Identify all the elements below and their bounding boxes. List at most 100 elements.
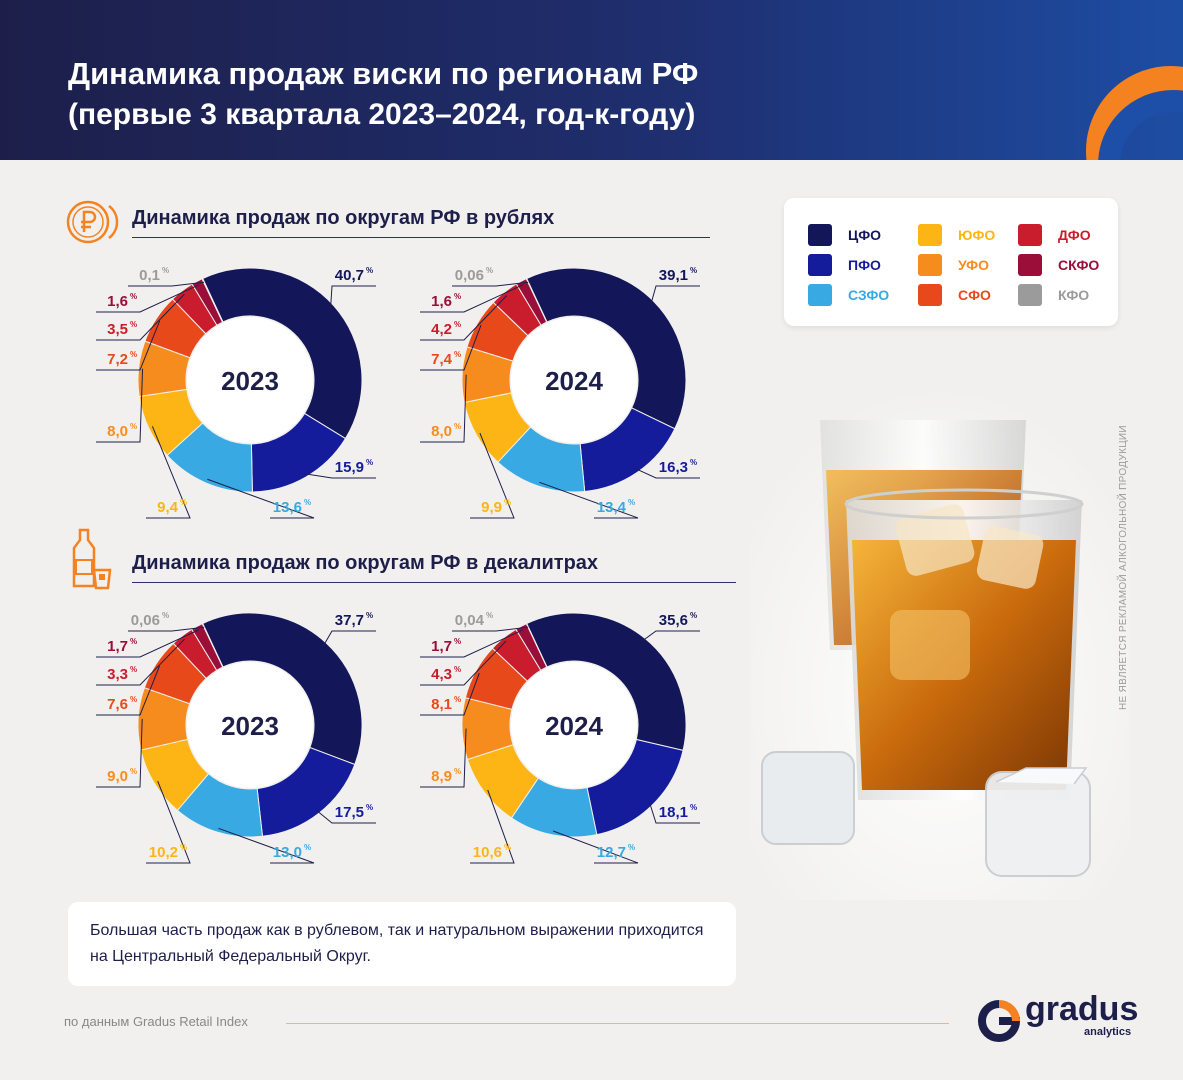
data-label-3-5: 9,0 bbox=[107, 768, 128, 785]
data-label-3-1: 37,7 bbox=[335, 612, 364, 629]
whisky-glass-illustration bbox=[750, 380, 1130, 900]
data-label-unit-3-3: % bbox=[304, 843, 311, 852]
data-label-unit-4-4: % bbox=[504, 843, 511, 852]
data-label-unit-2-2: % bbox=[690, 458, 697, 467]
data-label-unit-3-9: % bbox=[162, 611, 169, 620]
summary-note-text: Большая часть продаж как в рублевом, так… bbox=[90, 922, 704, 965]
data-label-2-8: 1,6 bbox=[431, 293, 452, 310]
legend-swatch bbox=[808, 284, 832, 306]
donut-hole-4 bbox=[511, 662, 637, 788]
data-label-4-3: 12,7 bbox=[597, 844, 626, 861]
data-label-unit-2-4: % bbox=[504, 498, 511, 507]
leader-line-3-4 bbox=[146, 780, 191, 864]
leader-line-1-7 bbox=[96, 293, 185, 341]
legend-item-cfo: ЦФО bbox=[808, 224, 881, 246]
donut-hole-3 bbox=[187, 662, 313, 788]
gradus-logo-subtext: analytics bbox=[1084, 1026, 1132, 1038]
legend-swatch bbox=[918, 284, 942, 306]
donut-slice-4-9 bbox=[525, 622, 548, 668]
data-label-unit-2-6: % bbox=[454, 350, 461, 359]
data-label-unit-4-2: % bbox=[690, 803, 697, 812]
leader-line-2-8 bbox=[420, 284, 524, 313]
data-label-unit-4-1: % bbox=[690, 611, 697, 620]
donut-center-label-3: 2023 bbox=[221, 711, 279, 741]
data-label-unit-1-4: % bbox=[180, 498, 187, 507]
data-label-4-4: 10,6 bbox=[473, 844, 502, 861]
data-label-2-9: 0,06 bbox=[455, 267, 484, 284]
data-label-3-3: 13,0 bbox=[273, 844, 302, 861]
legend: ЦФО ПФО СЗФО ЮФО УФО СФО ДФО СКФО КФО bbox=[784, 198, 1118, 326]
data-label-4-8: 1,7 bbox=[431, 638, 452, 655]
data-label-unit-2-9: % bbox=[486, 266, 493, 275]
leader-line-3-6 bbox=[96, 665, 161, 716]
data-label-4-9: 0,04 bbox=[455, 612, 485, 629]
data-label-unit-2-5: % bbox=[454, 422, 461, 431]
data-label-unit-1-5: % bbox=[130, 422, 137, 431]
legend-item-skfo: СКФО bbox=[1018, 254, 1099, 276]
legend-item-ufo: УФО bbox=[918, 254, 989, 276]
leader-line-2-1 bbox=[650, 285, 700, 305]
ruble-coin-icon bbox=[66, 200, 119, 244]
data-label-unit-4-6: % bbox=[454, 695, 461, 704]
donut-slice-1-9 bbox=[201, 277, 224, 323]
leader-line-3-1 bbox=[322, 630, 376, 647]
donut-hole-1 bbox=[187, 317, 313, 443]
data-label-unit-4-8: % bbox=[454, 637, 461, 646]
leader-line-1-5 bbox=[96, 368, 144, 443]
leader-line-3-9 bbox=[128, 626, 205, 632]
legend-label: ЮФО bbox=[958, 227, 996, 243]
footer-divider bbox=[286, 1023, 949, 1024]
legend-swatch bbox=[1018, 224, 1042, 246]
donut-center-label-1: 2023 bbox=[221, 366, 279, 396]
bottle-glass-icon bbox=[72, 528, 112, 590]
donut-center-label-2: 2024 bbox=[545, 366, 603, 396]
gradus-logo-icon bbox=[978, 1000, 1020, 1042]
data-label-3-7: 3,3 bbox=[107, 666, 128, 683]
data-label-unit-4-3: % bbox=[628, 843, 635, 852]
legend-label: СЗФО bbox=[848, 287, 890, 303]
leader-line-1-3 bbox=[207, 478, 315, 519]
data-label-unit-2-7: % bbox=[454, 320, 461, 329]
legend-item-pfo: ПФО bbox=[808, 254, 881, 276]
data-label-3-8: 1,7 bbox=[107, 638, 128, 655]
data-label-2-5: 8,0 bbox=[431, 423, 452, 440]
legend-label: ДФО bbox=[1058, 227, 1091, 243]
leader-line-1-1 bbox=[330, 285, 376, 309]
data-label-unit-2-3: % bbox=[628, 498, 635, 507]
legend-swatch bbox=[1018, 254, 1042, 276]
donut-slice-3-1 bbox=[202, 612, 363, 766]
legend-swatch bbox=[918, 224, 942, 246]
legend-item-szfo: СЗФО bbox=[808, 284, 889, 306]
leader-line-3-3 bbox=[218, 827, 315, 864]
data-label-unit-1-8: % bbox=[130, 292, 137, 301]
data-label-unit-2-1: % bbox=[690, 266, 697, 275]
section-divider-dal bbox=[132, 582, 736, 583]
data-label-1-5: 8,0 bbox=[107, 423, 128, 440]
data-label-unit-1-7: % bbox=[130, 320, 137, 329]
data-label-4-2: 18,1 bbox=[659, 804, 688, 821]
leader-line-1-9 bbox=[128, 281, 205, 287]
donut-slice-3-9 bbox=[201, 622, 224, 668]
data-label-2-3: 13,4 bbox=[597, 499, 627, 516]
leader-line-4-5 bbox=[420, 728, 467, 788]
legend-swatch bbox=[808, 224, 832, 246]
source-text: по данным Gradus Retail Index bbox=[64, 1014, 248, 1029]
leader-line-2-6 bbox=[420, 324, 482, 371]
legend-item-sfo: СФО bbox=[918, 284, 991, 306]
leader-line-1-2 bbox=[303, 473, 376, 479]
leader-line-2-4 bbox=[470, 432, 515, 519]
header-banner: Динамика продаж виски по регионам РФ (пе… bbox=[0, 0, 1183, 160]
leader-line-4-6 bbox=[420, 672, 480, 716]
leader-line-2-9 bbox=[452, 281, 529, 287]
leader-line-4-7 bbox=[420, 640, 507, 686]
leader-line-3-7 bbox=[96, 638, 185, 686]
data-label-unit-3-8: % bbox=[130, 637, 137, 646]
data-label-2-2: 16,3 bbox=[659, 459, 688, 476]
page-subtitle: (первые 3 квартала 2023–2024, год-к-году… bbox=[68, 98, 696, 131]
data-label-2-4: 9,9 bbox=[481, 499, 502, 516]
legend-swatch bbox=[808, 254, 832, 276]
data-label-unit-1-1: % bbox=[366, 266, 373, 275]
legend-label: ПФО bbox=[848, 257, 881, 273]
data-label-1-8: 1,6 bbox=[107, 293, 128, 310]
